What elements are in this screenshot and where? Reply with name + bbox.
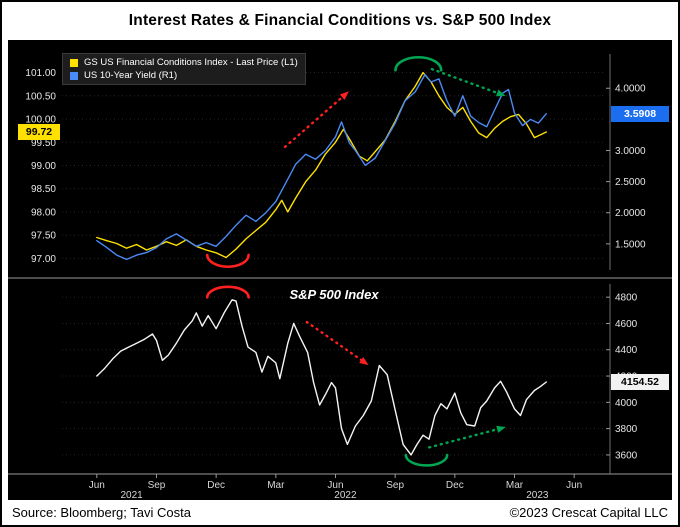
title-bar: Interest Rates & Financial Conditions vs… (2, 2, 678, 40)
fci-axis-tick-label: 100.00 (25, 115, 56, 126)
x-tick-label: Mar (506, 480, 524, 491)
series-line-fci (96, 71, 547, 259)
yield-axis-tick-label: 2.0000 (615, 208, 646, 219)
red-highlight-arc (205, 253, 250, 269)
page-title: Interest Rates & Financial Conditions vs… (128, 12, 552, 29)
series-line-yield (96, 73, 547, 261)
spx-axis-tick-label: 4800 (615, 293, 638, 304)
fci-last-price-badge: 99.72 (18, 124, 60, 140)
fci-swatch-icon (70, 58, 78, 67)
chart-canvas: 101.00 100.50 100.00 99.50 99.00 98.50 98.00 97… (8, 54, 672, 500)
yield-legend-label: US 10-Year Yield (R1) (84, 70, 178, 81)
yield-axis-tick-label: 2.5000 (615, 177, 646, 188)
x-tick-label: Jun (89, 480, 105, 491)
fci-axis-tick-label: 99.00 (31, 161, 56, 172)
spx-panel-title: S&P 500 Index (289, 287, 379, 302)
x-tick-label: Mar (267, 480, 285, 491)
green-trend-arrow (428, 428, 499, 449)
yield-swatch-icon (70, 71, 78, 80)
legend-item-yield: US 10-Year Yield (R1) (70, 70, 298, 81)
green-trend-arrow (430, 67, 499, 95)
x-tick-label: Dec (446, 480, 464, 491)
footer-bar: Source: Bloomberg; Tavi Costa ©2023 Cres… (2, 500, 678, 525)
yield-axis-tick-label: 4.0000 (615, 84, 646, 95)
chart-legend: GS US Financial Conditions Index - Last … (62, 53, 306, 85)
x-tick-label: Jun (566, 480, 582, 491)
yield-axis-tick-label: 3.0000 (615, 146, 646, 157)
fci-axis-tick-label: 97.50 (31, 231, 56, 242)
series-line-spx (96, 299, 547, 456)
spx-axis-tick-label: 4600 (615, 319, 638, 330)
green-highlight-arc (394, 55, 443, 72)
fci-legend-label: GS US Financial Conditions Index - Last … (84, 57, 298, 68)
spx-axis-tick-label: 3600 (615, 450, 638, 461)
x-tick-label: Sep (148, 480, 166, 491)
spx-last-price-badge: 4154.52 (611, 374, 669, 390)
chart-area: 101.00 100.50 100.00 99.50 99.00 98.50 98.00 97… (8, 40, 672, 500)
x-tick-label: Sep (386, 480, 404, 491)
x-tick-label: Jun (327, 480, 343, 491)
year-label: 2023 (526, 490, 549, 500)
green-arrowhead-icon (496, 425, 506, 433)
spx-axis-tick-label: 4000 (615, 398, 638, 409)
yield-axis-tick-label: 1.5000 (615, 239, 646, 250)
fci-axis-tick-label: 98.00 (31, 207, 56, 218)
red-arrowhead-icon (359, 357, 369, 366)
red-trend-arrow (305, 320, 363, 362)
year-label: 2022 (334, 490, 357, 500)
fci-axis-tick-label: 97.00 (31, 254, 56, 265)
yield-last-price-badge: 3.5908 (611, 106, 669, 122)
fci-axis-tick-label: 98.50 (31, 184, 56, 195)
copyright-text: ©2023 Crescat Capital LLC (509, 505, 668, 520)
green-highlight-arc (404, 453, 449, 467)
red-highlight-arc (205, 285, 250, 299)
red-arrowhead-icon (339, 91, 349, 100)
fci-axis-tick-label: 101.00 (25, 68, 56, 79)
green-arrowhead-icon (495, 89, 506, 97)
spx-axis-tick-label: 3800 (615, 424, 638, 435)
year-label: 2021 (120, 490, 143, 500)
red-trend-arrow (283, 96, 344, 149)
fci-axis-tick-label: 99.50 (31, 138, 56, 149)
x-tick-label: Dec (207, 480, 225, 491)
source-text: Source: Bloomberg; Tavi Costa (12, 505, 191, 520)
spx-axis-tick-label: 4400 (615, 345, 638, 356)
fci-axis-tick-label: 100.50 (25, 91, 56, 102)
legend-item-fci: GS US Financial Conditions Index - Last … (70, 57, 298, 68)
